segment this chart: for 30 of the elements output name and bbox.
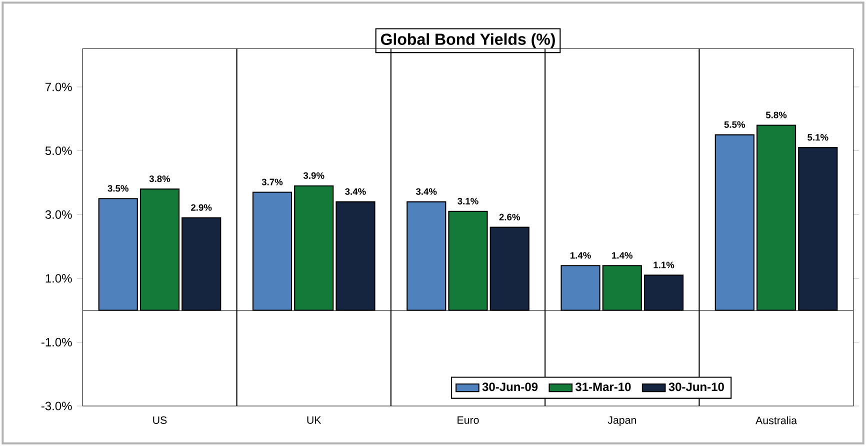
data-label: 5.1% bbox=[808, 134, 828, 141]
legend-label: 30-Jun-09 bbox=[482, 382, 538, 392]
data-label: 3.7% bbox=[262, 178, 283, 186]
x-tick-label: Euro bbox=[458, 416, 479, 424]
y-tick-label: 3.0% bbox=[45, 210, 72, 219]
data-label: 2.9% bbox=[191, 204, 212, 211]
x-tick-label: US bbox=[153, 416, 167, 424]
data-label: 1.1% bbox=[654, 262, 674, 268]
data-label: 3.9% bbox=[303, 172, 324, 179]
legend-label: 31-Mar-10 bbox=[575, 382, 631, 392]
y-tick-label: 7.0% bbox=[46, 82, 72, 92]
x-tick-label: Japan bbox=[608, 416, 636, 426]
x-tick-label: Australia bbox=[756, 416, 798, 424]
legend-label: 30-Jun-10 bbox=[668, 382, 724, 392]
data-label: 3.8% bbox=[149, 176, 170, 182]
data-label: 1.4% bbox=[612, 252, 633, 259]
data-label: 5.5% bbox=[724, 121, 746, 128]
data-label: 1.4% bbox=[570, 252, 591, 259]
data-label: 3.4% bbox=[416, 188, 437, 195]
chart-title: Global Bond Yields (%) bbox=[380, 33, 555, 48]
data-label: 2.6% bbox=[499, 214, 520, 220]
y-tick-label: -3.0% bbox=[41, 402, 72, 410]
data-label: 3.1% bbox=[458, 198, 478, 204]
y-tick-label: -1.0% bbox=[41, 338, 72, 346]
data-label: 3.5% bbox=[108, 185, 129, 192]
y-tick-label: 5.0% bbox=[45, 146, 72, 156]
y-tick-label: 1.0% bbox=[46, 274, 72, 283]
data-label: 5.8% bbox=[766, 112, 787, 118]
x-tick-label: UK bbox=[307, 416, 322, 424]
data-label: 3.4% bbox=[345, 188, 366, 195]
